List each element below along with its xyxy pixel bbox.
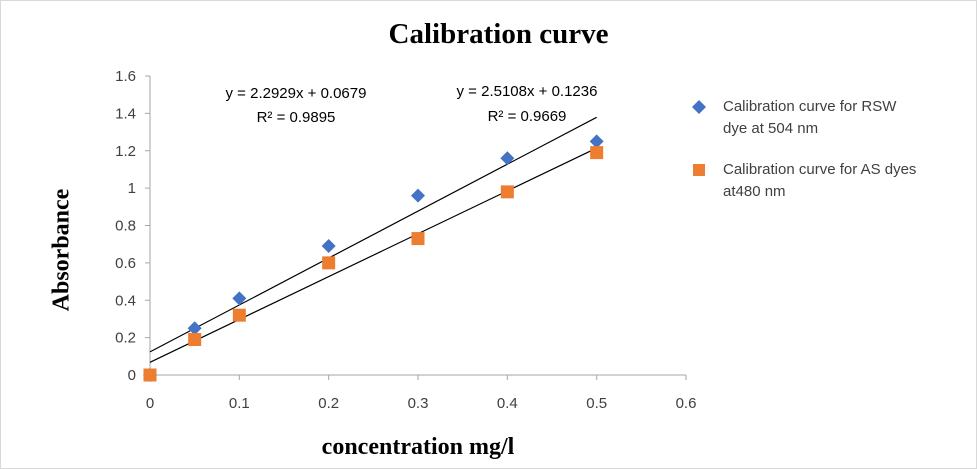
y-axis-title: Absorbance [48, 188, 75, 312]
y-tick-label: 0.4 [115, 292, 136, 309]
trendline-r-squared: R² = 0.9669 [488, 108, 567, 125]
y-tick-label: 0 [128, 367, 136, 384]
data-point-diamond [411, 188, 425, 203]
trendline-equation: y = 2.5108x + 0.1236 [457, 83, 598, 100]
data-point-square [411, 232, 425, 246]
legend-item-rsw: Calibration curve for RSW dye at 504 nm [690, 96, 975, 140]
x-tick-label: 0.2 [318, 395, 339, 412]
x-axis-title: concentration mg/l [321, 434, 515, 460]
y-tick-label: 0.8 [115, 218, 136, 235]
data-point-square [232, 308, 246, 322]
x-tick-label: 0.6 [676, 395, 697, 412]
legend-label-as: Calibration curve for AS dyes at480 nm [723, 161, 917, 200]
trendline-r-squared: R² = 0.9895 [257, 109, 336, 126]
x-tick-label: 0 [146, 395, 154, 412]
y-tick-label: 0.6 [115, 255, 136, 272]
y-tick-label: 1.4 [115, 105, 136, 122]
y-tick-label: 1 [128, 180, 136, 197]
diamond-marker-icon [692, 100, 706, 114]
x-tick-label: 0.3 [408, 395, 429, 412]
x-tick-label: 0.4 [497, 395, 518, 412]
trendline-series-1 [149, 147, 597, 363]
trendline-series-0 [149, 116, 597, 353]
chart-title: Calibration curve [388, 18, 609, 50]
square-marker-icon [693, 164, 705, 176]
data-point-diamond [589, 134, 604, 149]
legend-label-rsw: Calibration curve for RSW dye at 504 nm [723, 98, 897, 137]
x-tick-label: 0.5 [586, 395, 607, 412]
y-tick-label: 1.6 [115, 68, 136, 85]
data-point-square [188, 332, 202, 346]
trendline-equation: y = 2.2929x + 0.0679 [226, 85, 367, 102]
data-point-square [322, 256, 336, 270]
data-point-square [143, 368, 157, 382]
legend-item-as: Calibration curve for AS dyes at480 nm [690, 159, 975, 203]
data-point-diamond [232, 291, 247, 306]
data-point-diamond [500, 151, 515, 166]
y-tick-label: 1.2 [115, 143, 136, 160]
legend: Calibration curve for RSW dye at 504 nm … [690, 96, 975, 222]
data-point-square [590, 146, 604, 160]
data-point-square [500, 185, 514, 199]
data-point-diamond [321, 239, 336, 254]
data-point-diamond [187, 321, 202, 336]
x-tick-label: 0.1 [229, 395, 250, 412]
y-tick-label: 0.2 [115, 330, 136, 347]
